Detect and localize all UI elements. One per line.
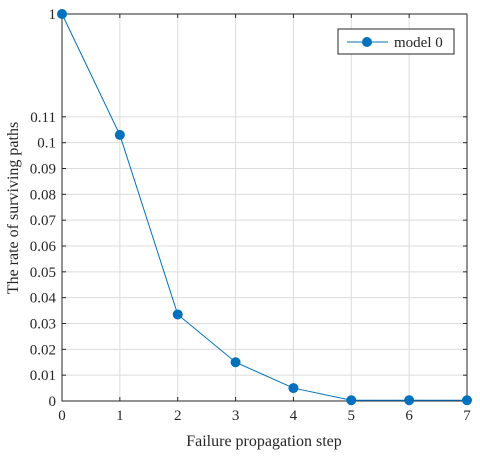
y-axis-title: The rate of surviving paths <box>5 122 22 294</box>
y-tick-label: 0.02 <box>30 342 56 358</box>
y-tick-label: 0.03 <box>30 317 56 333</box>
x-tick-label: 2 <box>174 408 182 424</box>
x-tick-label: 7 <box>463 408 471 424</box>
y-tick-label: 0.1 <box>37 136 56 152</box>
x-tick-label: 4 <box>290 408 298 424</box>
data-point <box>346 395 357 406</box>
legend-marker <box>362 37 372 47</box>
data-point <box>462 395 472 406</box>
legend-label: model 0 <box>394 35 443 51</box>
data-point <box>114 129 125 140</box>
data-point <box>404 395 415 406</box>
y-tick-label: 0.04 <box>30 291 57 307</box>
x-tick-label: 0 <box>58 408 66 424</box>
data-point <box>230 357 241 368</box>
y-tick-label: 0.11 <box>30 110 56 126</box>
x-tick-label: 3 <box>232 408 240 424</box>
y-axis: 0 0.01 0.02 0.03 0.04 0.05 0.06 0.07 0.08 0.09 0.1… <box>30 7 467 410</box>
x-tick-label: 6 <box>405 408 413 424</box>
data-point <box>172 309 183 320</box>
y-tick-label: 0.07 <box>30 213 57 229</box>
y-tick-label: 0.09 <box>30 162 56 178</box>
plot-area-border <box>61 13 468 402</box>
data-point <box>288 383 299 394</box>
series-layer <box>57 9 472 406</box>
grid <box>61 13 468 402</box>
y-tick-label: 0.01 <box>30 368 56 384</box>
legend: model 0 <box>337 28 455 55</box>
y-tick-label: 0.05 <box>30 265 56 281</box>
y-tick-label: 0.08 <box>30 187 56 203</box>
data-point <box>57 9 67 19</box>
x-tick-label: 5 <box>348 408 356 424</box>
y-tick-label: 1 <box>49 7 57 23</box>
series-line <box>61 13 467 401</box>
x-tick-label: 1 <box>116 408 124 424</box>
y-tick-label: 0 <box>49 394 57 410</box>
y-tick-label: 0.06 <box>30 239 57 255</box>
x-axis-title: Failure propagation step <box>186 433 342 450</box>
